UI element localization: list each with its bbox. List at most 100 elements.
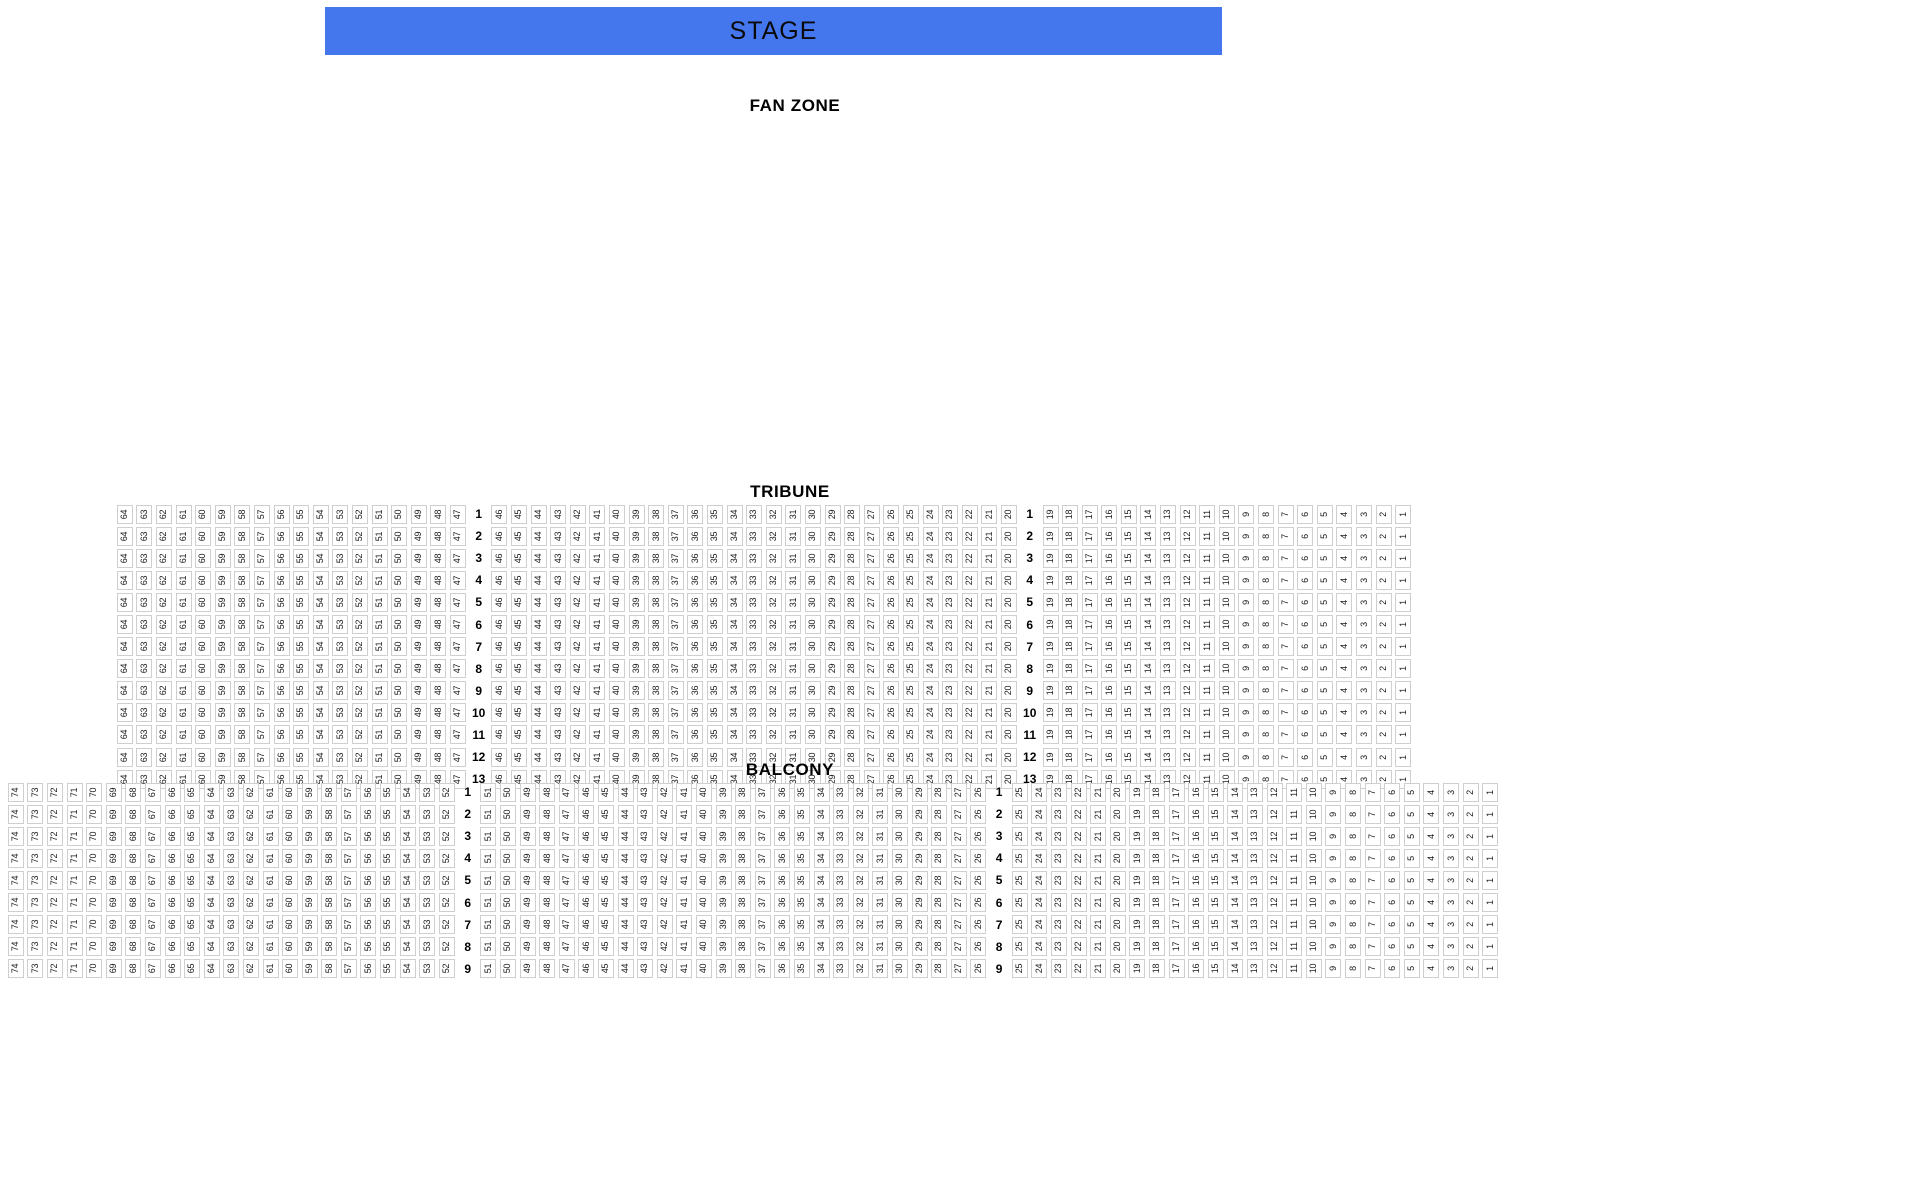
seat[interactable]: 22 — [1070, 937, 1087, 957]
seat[interactable]: 69 — [105, 848, 122, 868]
seat[interactable]: 73 — [27, 848, 44, 868]
seat[interactable]: 16 — [1101, 725, 1118, 745]
seat[interactable]: 53 — [332, 747, 349, 767]
seat[interactable]: 7 — [1364, 782, 1381, 802]
seat[interactable]: 12 — [1179, 659, 1196, 679]
seat[interactable]: 24 — [1031, 893, 1048, 913]
seat[interactable]: 48 — [539, 804, 556, 824]
seat[interactable]: 4 — [1336, 548, 1353, 568]
seat[interactable]: 6 — [1384, 870, 1401, 890]
seat[interactable]: 6 — [1297, 703, 1314, 723]
seat[interactable]: 13 — [1247, 826, 1264, 846]
seat[interactable]: 4 — [1423, 893, 1440, 913]
seat[interactable]: 69 — [105, 782, 122, 802]
seat[interactable]: 21 — [981, 747, 998, 767]
seat[interactable]: 41 — [589, 637, 606, 657]
seat[interactable]: 50 — [391, 548, 408, 568]
seat[interactable]: 4 — [1336, 703, 1353, 723]
seat[interactable]: 60 — [195, 615, 212, 635]
seat[interactable]: 49 — [410, 659, 427, 679]
seat[interactable]: 37 — [754, 893, 771, 913]
seat[interactable]: 2 — [1462, 870, 1479, 890]
seat[interactable]: 1 — [1395, 570, 1412, 590]
seat[interactable]: 40 — [609, 703, 626, 723]
seat[interactable]: 7 — [1277, 659, 1294, 679]
seat[interactable]: 21 — [1090, 870, 1107, 890]
seat[interactable]: 3 — [1356, 504, 1373, 524]
seat[interactable]: 8 — [1258, 681, 1275, 701]
seat[interactable]: 58 — [321, 782, 338, 802]
seat[interactable]: 46 — [578, 804, 595, 824]
seat[interactable]: 18 — [1062, 615, 1079, 635]
seat[interactable]: 47 — [449, 504, 466, 524]
seat[interactable]: 45 — [511, 548, 528, 568]
seat[interactable]: 63 — [223, 937, 240, 957]
seat[interactable]: 20 — [1109, 893, 1126, 913]
seat[interactable]: 17 — [1081, 548, 1098, 568]
seat[interactable]: 30 — [804, 526, 821, 546]
seat[interactable]: 50 — [391, 725, 408, 745]
seat[interactable]: 8 — [1344, 893, 1361, 913]
seat[interactable]: 33 — [746, 681, 763, 701]
seat[interactable]: 53 — [332, 570, 349, 590]
seat[interactable]: 10 — [1305, 893, 1322, 913]
seat[interactable]: 64 — [116, 637, 133, 657]
seat[interactable]: 40 — [695, 937, 712, 957]
seat[interactable]: 58 — [234, 637, 251, 657]
seat[interactable]: 5 — [1403, 915, 1420, 935]
seat[interactable]: 19 — [1129, 937, 1146, 957]
seat[interactable]: 26 — [970, 826, 987, 846]
seat[interactable]: 33 — [833, 804, 850, 824]
seat[interactable]: 5 — [1403, 848, 1420, 868]
seat[interactable]: 5 — [1403, 959, 1420, 979]
seat[interactable]: 34 — [813, 848, 830, 868]
seat[interactable]: 39 — [715, 959, 732, 979]
seat[interactable]: 3 — [1442, 782, 1459, 802]
seat[interactable]: 34 — [813, 959, 830, 979]
seat[interactable]: 55 — [293, 681, 310, 701]
seat[interactable]: 24 — [922, 747, 939, 767]
seat[interactable]: 28 — [844, 703, 861, 723]
seat[interactable]: 11 — [1199, 637, 1216, 657]
seat[interactable]: 27 — [863, 592, 880, 612]
seat[interactable]: 10 — [1305, 804, 1322, 824]
seat[interactable]: 24 — [922, 570, 939, 590]
seat[interactable]: 5 — [1316, 637, 1333, 657]
seat[interactable]: 54 — [399, 937, 416, 957]
seat[interactable]: 34 — [726, 725, 743, 745]
seat[interactable]: 74 — [7, 782, 24, 802]
seat[interactable]: 10 — [1305, 937, 1322, 957]
seat[interactable]: 2 — [1375, 681, 1392, 701]
seat[interactable]: 19 — [1042, 703, 1059, 723]
seat[interactable]: 9 — [1325, 826, 1342, 846]
seat[interactable]: 64 — [116, 615, 133, 635]
seat[interactable]: 6 — [1297, 615, 1314, 635]
seat[interactable]: 60 — [282, 848, 299, 868]
seat[interactable]: 52 — [351, 615, 368, 635]
seat[interactable]: 29 — [911, 915, 928, 935]
seat[interactable]: 17 — [1168, 804, 1185, 824]
seat[interactable]: 47 — [449, 637, 466, 657]
seat[interactable]: 61 — [175, 725, 192, 745]
seat[interactable]: 64 — [116, 747, 133, 767]
seat[interactable]: 17 — [1081, 504, 1098, 524]
seat[interactable]: 55 — [293, 548, 310, 568]
seat[interactable]: 28 — [931, 782, 948, 802]
seat[interactable]: 41 — [589, 570, 606, 590]
seat[interactable]: 62 — [242, 870, 259, 890]
seat[interactable]: 28 — [844, 548, 861, 568]
seat[interactable]: 73 — [27, 826, 44, 846]
seat[interactable]: 3 — [1356, 725, 1373, 745]
seat[interactable]: 22 — [961, 592, 978, 612]
seat[interactable]: 15 — [1207, 804, 1224, 824]
seat[interactable]: 53 — [419, 959, 436, 979]
seat[interactable]: 24 — [922, 548, 939, 568]
seat[interactable]: 2 — [1375, 659, 1392, 679]
seat[interactable]: 69 — [105, 937, 122, 957]
seat[interactable]: 14 — [1140, 615, 1157, 635]
seat[interactable]: 51 — [371, 681, 388, 701]
seat[interactable]: 38 — [735, 959, 752, 979]
seat[interactable]: 69 — [105, 959, 122, 979]
seat[interactable]: 36 — [774, 893, 791, 913]
seat[interactable]: 8 — [1344, 915, 1361, 935]
